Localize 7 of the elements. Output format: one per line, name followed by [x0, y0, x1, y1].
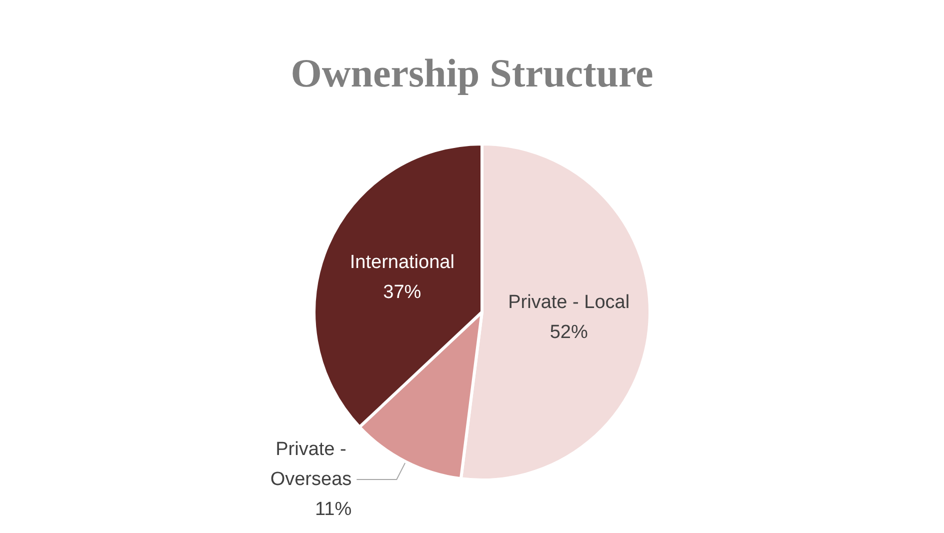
data-label: 11%	[315, 499, 352, 520]
slice-label: Private - Overseas	[270, 439, 352, 490]
slice-label: International	[350, 252, 454, 273]
chart-title: Ownership Structure	[290, 50, 654, 96]
data-label: 37%	[383, 282, 422, 303]
data-label: 52%	[550, 322, 588, 343]
slice-label: Private - Local	[508, 292, 630, 313]
